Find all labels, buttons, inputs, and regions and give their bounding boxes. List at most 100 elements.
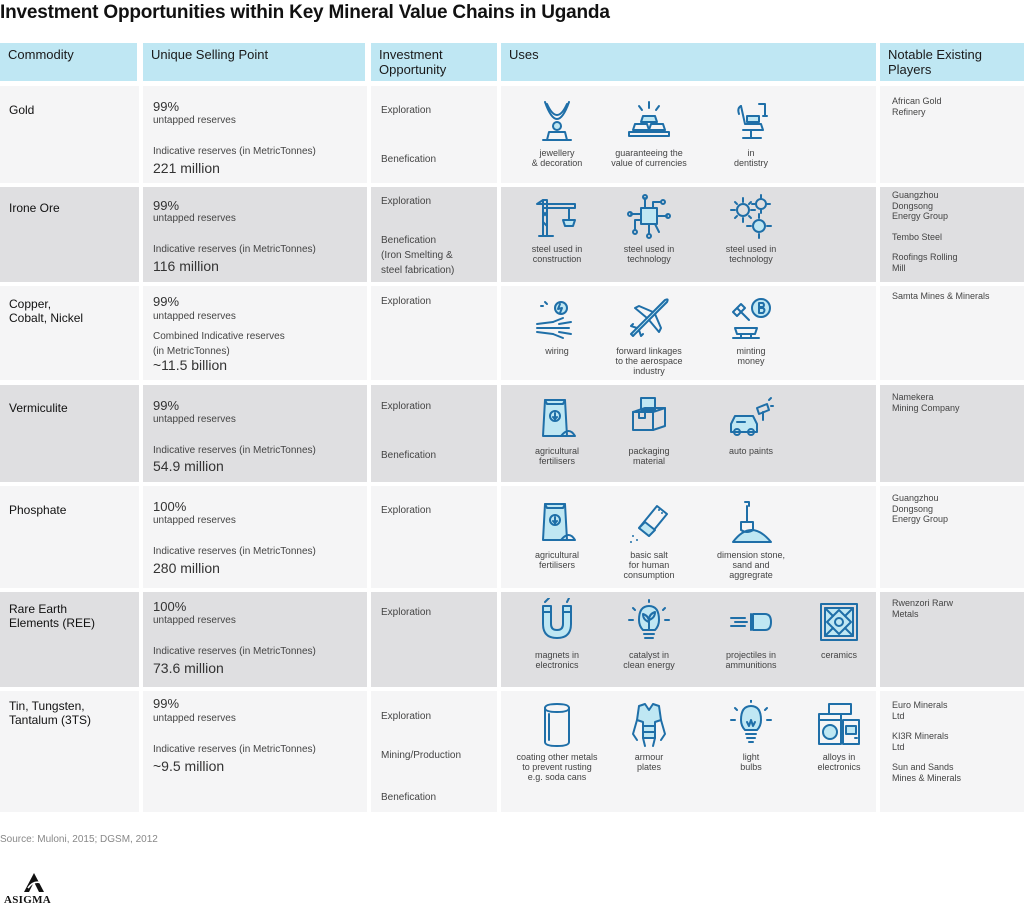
- use-label: jewellery & decoration: [531, 148, 583, 168]
- use-item: light bulbs: [696, 700, 806, 772]
- table-row: [0, 187, 1024, 282]
- investment-opportunity: Benefication (Iron Smelting & steel fabr…: [381, 235, 455, 276]
- use-label: light bulbs: [740, 752, 762, 772]
- lightbulb-plant-icon: [628, 599, 670, 639]
- investment-opportunity: Exploration: [381, 296, 432, 307]
- investment-opportunity: Benefication: [381, 792, 437, 803]
- investment-opportunity: Exploration: [381, 196, 432, 207]
- ceramic-tile-icon: [820, 603, 858, 641]
- crane-icon: [536, 199, 576, 237]
- commodity-name: Copper, Cobalt, Nickel: [9, 297, 84, 325]
- player-name: Samta Mines & Minerals: [892, 291, 990, 301]
- use-item: steel used in technology: [594, 192, 704, 264]
- use-item: coating other metals to prevent rusting …: [502, 700, 612, 782]
- table-row: [0, 86, 1024, 183]
- investment-opportunity: Exploration: [381, 505, 432, 516]
- header-players: Notable Existing Players: [880, 43, 1024, 81]
- indicative-reserves-label: Combined Indicative reserves (in MetricT…: [153, 331, 285, 357]
- use-item: auto paints: [696, 394, 806, 456]
- use-label: catalyst in clean energy: [623, 650, 675, 670]
- player-name: African Gold Refinery: [892, 96, 942, 117]
- untapped-percent: 99%: [153, 696, 180, 711]
- use-label: steel used in technology: [725, 244, 777, 264]
- circuit-chip-icon: [627, 194, 671, 239]
- gears-icon: [730, 194, 772, 239]
- notable-players: Namekera Mining Company: [892, 392, 1002, 423]
- use-item: alloys in electronics: [784, 700, 894, 772]
- untapped-label: untapped reserves: [153, 713, 236, 724]
- use-label: auto paints: [728, 446, 774, 456]
- use-label: magnets in electronics: [534, 650, 580, 670]
- commodity-name: Tin, Tungsten, Tantalum (3TS): [9, 699, 92, 727]
- reserve-amount: ~9.5 million: [153, 758, 225, 774]
- use-label: agricultural fertilisers: [534, 446, 580, 466]
- use-item: jewellery & decoration: [502, 96, 612, 168]
- investment-opportunity: Exploration: [381, 401, 432, 412]
- player-name: Rwenzori Rarw Metals: [892, 598, 954, 619]
- use-label: agricultural fertilisers: [534, 550, 580, 570]
- use-item: agricultural fertilisers: [502, 498, 612, 570]
- reserve-amount: 221 million: [153, 160, 220, 176]
- use-item: armour plates: [594, 700, 704, 772]
- untapped-percent: 100%: [153, 499, 187, 514]
- header-opportunity: Investment Opportunity: [371, 43, 497, 81]
- shovel-sand-icon: [732, 501, 772, 543]
- use-item: wiring: [502, 294, 612, 356]
- header-usp: Unique Selling Point: [143, 43, 365, 81]
- reserve-amount: 54.9 million: [153, 458, 224, 474]
- use-label: wiring: [545, 346, 569, 356]
- untapped-percent: 100%: [153, 599, 187, 614]
- use-item: minting money: [696, 294, 806, 366]
- use-label: projectiles in ammunitions: [725, 650, 777, 670]
- indicative-reserves-label: Indicative reserves (in MetricTonnes): [153, 646, 316, 657]
- commodity-name: Irone Ore: [9, 201, 60, 215]
- spray-paint-car-icon: [730, 397, 774, 436]
- minting-coin-icon: [732, 298, 771, 339]
- table-row: [0, 486, 1024, 588]
- use-item: steel used in technology: [696, 192, 806, 264]
- investment-opportunity: Exploration: [381, 711, 432, 722]
- notable-players: Rwenzori Rarw Metals: [892, 598, 1002, 629]
- commodity-name: Rare Earth Elements (REE): [9, 602, 96, 630]
- soda-can-icon: [544, 703, 570, 747]
- commodity-name: Phosphate: [9, 503, 67, 517]
- indicative-reserves-label: Indicative reserves (in MetricTonnes): [153, 445, 316, 456]
- indicative-reserves-label: Indicative reserves (in MetricTonnes): [153, 744, 316, 755]
- asigma-logo: ASIGMA: [4, 872, 64, 906]
- untapped-label: untapped reserves: [153, 311, 236, 322]
- use-item: magnets in electronics: [502, 598, 612, 670]
- necklace-icon: [542, 101, 572, 141]
- wiring-icon: [536, 301, 572, 339]
- notable-players: African Gold Refinery: [892, 96, 1002, 127]
- player-name: Namekera Mining Company: [892, 392, 960, 413]
- use-label: steel used in technology: [623, 244, 675, 264]
- untapped-label: untapped reserves: [153, 515, 236, 526]
- use-label: coating other metals to prevent rusting …: [516, 752, 598, 782]
- use-label: ceramics: [820, 650, 857, 660]
- notable-players: Samta Mines & Minerals: [892, 291, 1002, 312]
- use-label: in dentistry: [733, 148, 768, 168]
- notable-players: Euro Minerals Ltd KI3R Minerals Ltd Sun an…: [892, 700, 1002, 793]
- untapped-label: untapped reserves: [153, 115, 236, 126]
- boxes-icon: [632, 397, 666, 431]
- header-commodity: Commodity: [0, 43, 137, 81]
- player-name: KI3R Minerals Ltd: [892, 731, 949, 752]
- use-label: armour plates: [634, 752, 664, 772]
- fertiliser-bag-icon: [542, 399, 576, 437]
- use-label: basic salt for human consumption: [623, 550, 675, 580]
- airplane-icon: [630, 298, 669, 337]
- investment-opportunity: Benefication: [381, 154, 437, 165]
- magnet-icon: [542, 598, 572, 639]
- player-name: Euro Minerals Ltd: [892, 700, 948, 721]
- use-item: in dentistry: [696, 96, 806, 168]
- use-item: agricultural fertilisers: [502, 394, 612, 466]
- dental-chair-icon: [737, 103, 768, 139]
- untapped-percent: 99%: [153, 99, 180, 114]
- player-name: Tembo Steel: [892, 231, 943, 242]
- use-item: packaging material: [594, 394, 704, 466]
- table-row: [0, 385, 1024, 482]
- player-name: Sun and Sands Mines & Minerals: [892, 762, 962, 783]
- reserve-amount: ~11.5 billion: [153, 357, 228, 373]
- appliances-icon: [818, 703, 860, 745]
- untapped-label: untapped reserves: [153, 615, 236, 626]
